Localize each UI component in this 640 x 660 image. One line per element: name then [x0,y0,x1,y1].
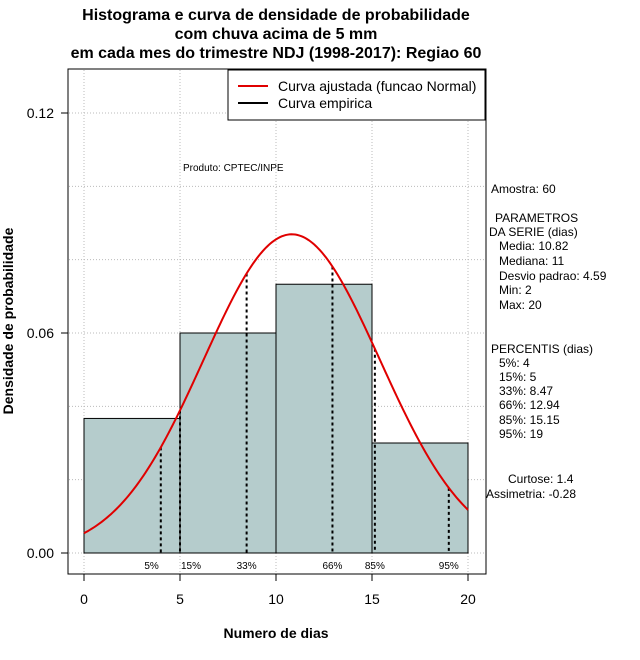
title-line: com chuva acima de 5 mm [175,26,378,43]
y-tick-label: 0.12 [27,105,54,121]
y-axis: 0.00 0.06 0.12 [27,105,69,561]
percentis-block: PERCENTIS (dias)5%: 415%: 533%: 8.4766%:… [491,342,593,441]
parametros-line: Mediana: 11 [499,254,564,268]
parametros-line: DA SERIE (dias) [489,225,578,239]
x-tick-label: 15 [364,591,380,607]
histogram-bar [371,442,469,554]
legend: Curva ajustada (funcao Normal) Curva emp… [227,69,486,121]
x-tick-label: 10 [268,591,284,607]
percentile-lines: 5% 15% 33% 66% 85% 95% [144,266,459,572]
percentis-line: 95%: 19 [499,427,543,441]
percentile-label: 33% [237,561,257,572]
assimetria-label: Assimetria: -0.28 [486,487,576,501]
percentis-line: 15%: 5 [499,370,537,384]
legend-label-fitted: Curva ajustada (funcao Normal) [278,78,476,94]
y-tick-label: 0.00 [27,545,54,561]
y-tick-label: 0.06 [27,325,54,341]
parametros-line: Desvio padrao: 4.59 [499,269,607,283]
histogram-bar [275,283,373,554]
x-axis-label: Numero de dias [223,625,328,641]
percentis-line: 85%: 15.15 [499,413,560,427]
percentile-label: 5% [144,561,159,572]
normal-curve-group [83,233,469,535]
percentile-label: 85% [365,561,385,572]
legend-label-empirical: Curva empirica [278,95,372,111]
legend-box [227,69,486,121]
x-axis: 0 5 10 15 20 [80,573,476,607]
curtose-label: Curtose: 1.4 [508,472,574,486]
percentis-line: 5%: 4 [499,356,530,370]
percentis-line: PERCENTIS (dias) [491,342,593,356]
parametros-line: PARAMETROS [495,211,578,225]
y-axis-label: Densidade de probabilidade [0,227,16,414]
x-tick-label: 5 [176,591,184,607]
produto-label: Produto: CPTEC/INPE [183,163,284,174]
x-tick-label: 20 [460,591,476,607]
percentis-line: 33%: 8.47 [499,384,553,398]
parametros-line: Max: 20 [499,298,542,312]
histogram-bars [83,283,469,554]
percentile-label: 15% [181,561,201,572]
parametros-line: Min: 2 [499,283,532,297]
parametros-line: Media: 10.82 [499,239,569,253]
percentis-line: 66%: 12.94 [499,398,560,412]
histogram-bar [179,332,277,554]
chart-title: Histograma e curva de densidade de proba… [71,7,482,62]
normal-curve [83,233,469,535]
amostra-label: Amostra: 60 [491,182,556,196]
percentile-label: 95% [439,561,459,572]
x-tick-label: 0 [80,591,88,607]
percentile-label: 66% [322,561,342,572]
title-line: Histograma e curva de densidade de proba… [82,7,470,24]
title-line: em cada mes do trimestre NDJ (1998-2017)… [71,45,482,62]
